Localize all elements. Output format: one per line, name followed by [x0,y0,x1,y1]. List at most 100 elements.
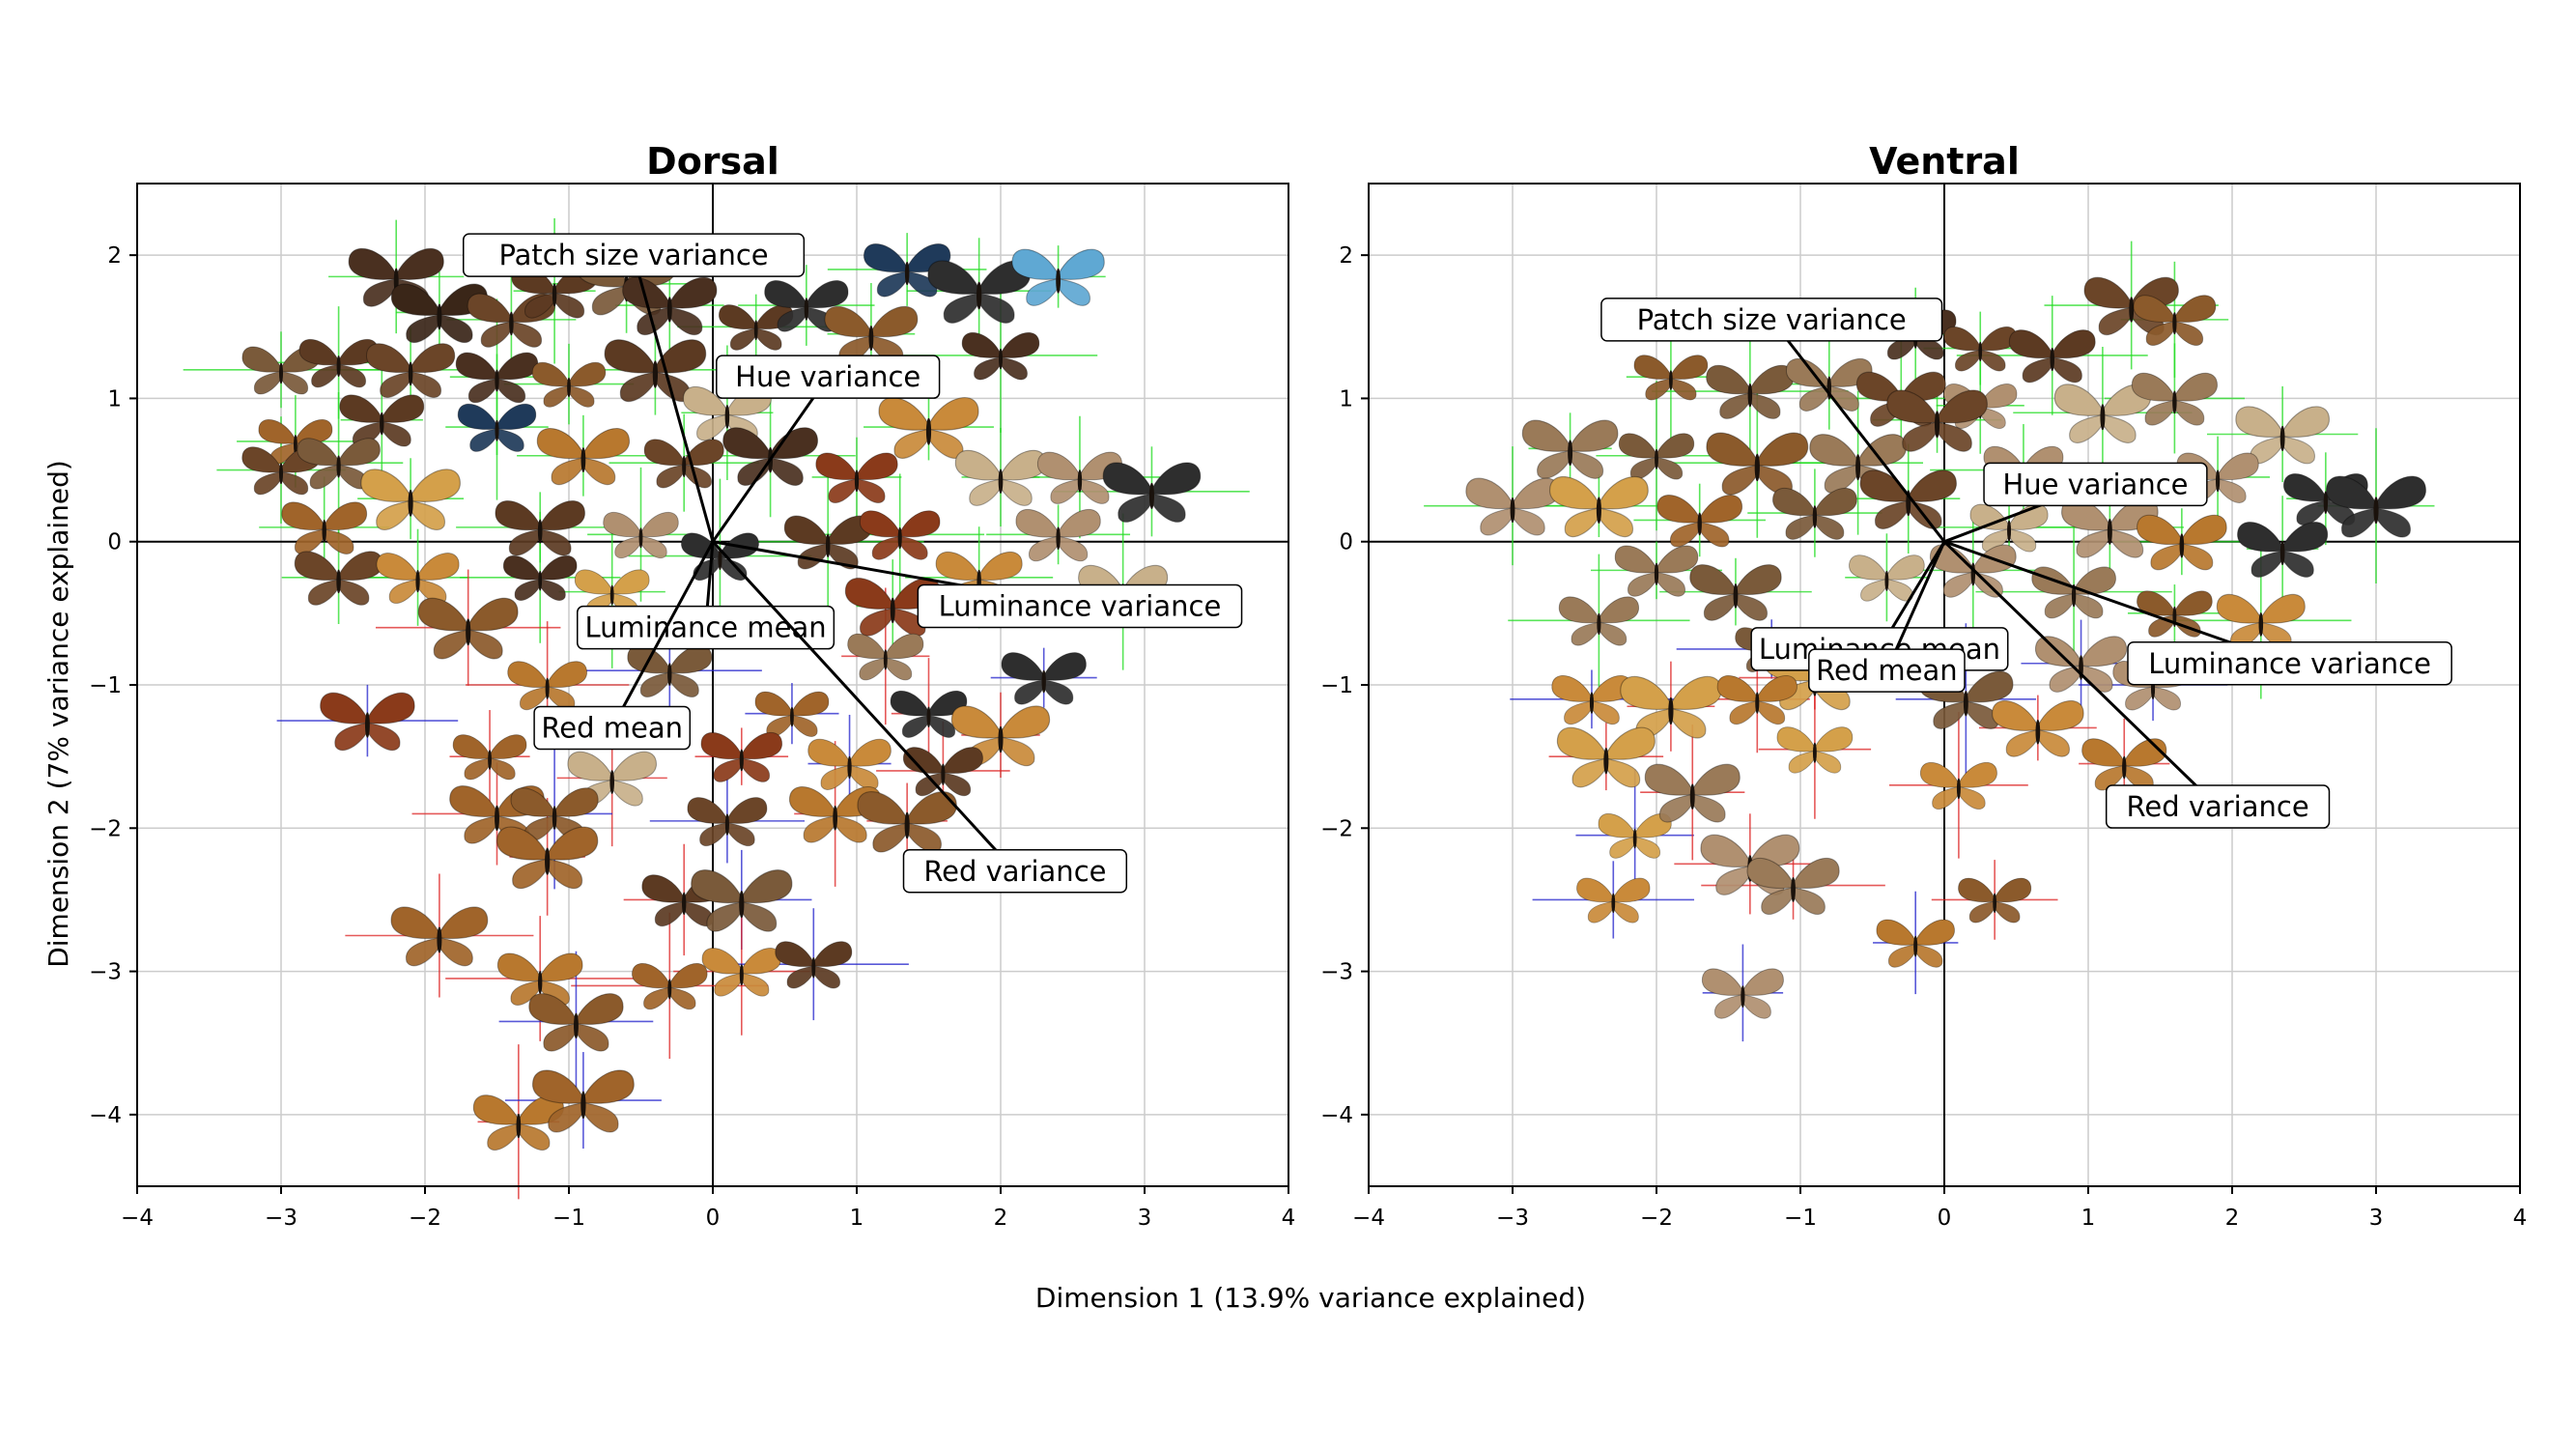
butterfly-body [1993,893,1997,914]
forewing-left [954,449,1002,481]
hindwing-left [1645,378,1672,401]
hindwing-right [906,270,938,298]
forewing-left [1551,674,1593,702]
hindwing-right [835,814,867,843]
butterfly-body [1913,935,1918,957]
butterfly-point [467,293,556,348]
forewing-left [1036,451,1081,481]
hindwing-left [943,292,980,324]
loading-label-text: Patch size variance [1637,303,1907,336]
butterfly-point [1656,495,1742,548]
forewing-left [1614,545,1657,574]
x-tick-label: −1 [1784,1206,1817,1231]
butterfly-body [1603,747,1609,775]
forewing-right [410,469,461,502]
forewing-right [1741,968,1784,996]
forewing-left [467,293,512,324]
hindwing-left [1968,900,1996,923]
hindwing-right [2052,356,2082,384]
butterfly-body [753,320,758,341]
butterfly-body [2100,404,2106,431]
forewing-left [376,553,419,581]
hindwing-right [1979,349,2006,372]
butterfly-point [2008,329,2096,384]
butterfly-body [2129,297,2135,323]
hindwing-right [496,428,524,452]
hindwing-right [280,470,309,496]
forewing-right [654,339,707,374]
hindwing-left [2076,528,2110,558]
hindwing-right [1814,750,1842,774]
hindwing-left [464,814,498,844]
hindwing-right [899,535,928,560]
forewing-left [1102,462,1153,496]
forewing-right [791,691,830,717]
forewing-right [668,644,713,674]
butterfly-point [622,276,718,336]
hindwing-left [591,285,628,316]
hindwing-left [520,686,549,711]
hindwing-left [1609,836,1636,859]
hindwing-left [464,757,491,781]
butterfly-body [667,979,672,1000]
forewing-left [1618,433,1657,459]
hindwing-left [543,384,570,408]
hindwing-left [1942,571,1974,598]
forewing-left [2081,738,2125,767]
loading-label: Red variance [2105,784,2331,829]
forewing-left [641,874,685,903]
butterfly-markers [241,243,1202,1151]
butterfly-point [1576,877,1651,923]
butterfly-body [538,971,543,994]
butterfly-point [1701,968,1784,1019]
forewing-left [807,738,851,767]
butterfly-body [977,281,982,310]
hindwing-left [901,714,929,738]
butterfly-point [241,346,321,395]
butterfly-point [2133,295,2217,347]
hindwing-right [611,779,643,807]
hindwing-left [2144,399,2175,426]
hindwing-left [1798,384,1830,412]
hindwing-right [2173,321,2203,347]
forewing-right [683,439,724,467]
hindwing-right [892,607,926,637]
forewing-left [1776,726,1816,753]
forewing-left [1706,432,1758,467]
y-tick-label: −4 [1320,1103,1353,1128]
hindwing-right [1512,507,1545,536]
forewing-right [539,500,585,531]
hindwing-right [1598,507,1633,538]
loading-label-box [2105,784,2331,829]
hindwing-right [2037,728,2070,757]
forewing-right [1150,462,1202,496]
forewing-left [532,1069,584,1104]
loading-label-box [716,355,941,399]
forewing-left [1556,726,1607,760]
forewing-left [339,394,382,423]
forewing-right [1598,476,1649,510]
butterfly-point [496,952,583,1007]
forewing-right [1756,674,1798,702]
hindwing-left [388,579,419,605]
butterfly-body [2179,533,2185,558]
hindwing-right [2375,507,2411,538]
forewing-left [2131,372,2175,402]
butterfly-point [511,265,598,319]
y-tick-label: −3 [89,960,122,985]
hindwing-left [311,363,340,388]
loading-label-box [533,705,692,751]
butterfly-point [857,791,957,853]
forewing-left [857,791,908,825]
forewing-left [281,501,326,530]
forewing-right [856,452,898,480]
loading-label-text: Red mean [541,711,683,744]
butterfly-body [999,348,1003,370]
forewing-right [1691,763,1741,796]
hindwing-left [433,629,469,660]
hindwing-left [654,900,685,927]
forewing-right [806,280,849,309]
x-tick-label: −1 [552,1206,585,1231]
forewing-right [1058,508,1101,538]
hindwing-left [696,413,728,441]
